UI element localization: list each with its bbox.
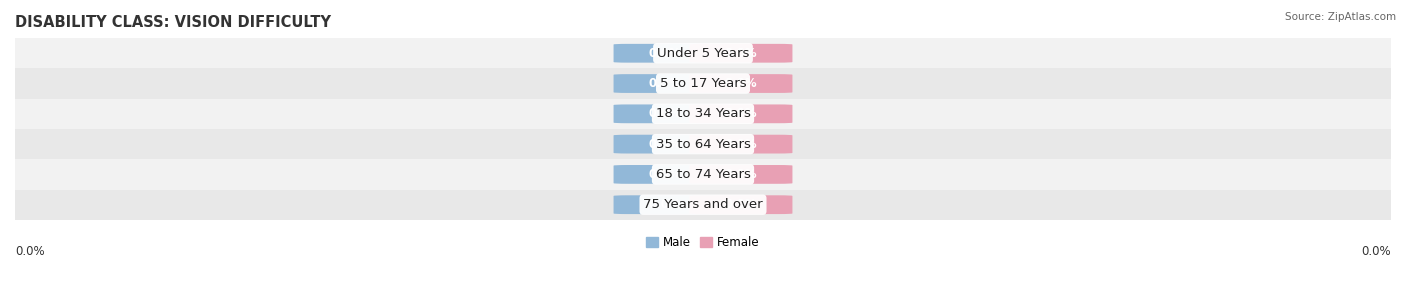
FancyBboxPatch shape bbox=[613, 195, 717, 214]
Bar bbox=[15, 189, 1391, 220]
Bar bbox=[15, 68, 1391, 99]
Text: 0.0%: 0.0% bbox=[1361, 245, 1391, 258]
FancyBboxPatch shape bbox=[689, 195, 793, 214]
FancyBboxPatch shape bbox=[613, 104, 717, 123]
Text: DISABILITY CLASS: VISION DIFFICULTY: DISABILITY CLASS: VISION DIFFICULTY bbox=[15, 15, 330, 30]
Text: 0.0%: 0.0% bbox=[648, 77, 682, 90]
FancyBboxPatch shape bbox=[689, 44, 793, 63]
Text: 0.0%: 0.0% bbox=[648, 47, 682, 60]
Text: 35 to 64 Years: 35 to 64 Years bbox=[655, 138, 751, 151]
Bar bbox=[15, 99, 1391, 129]
Text: 65 to 74 Years: 65 to 74 Years bbox=[655, 168, 751, 181]
Text: 18 to 34 Years: 18 to 34 Years bbox=[655, 107, 751, 120]
Text: Source: ZipAtlas.com: Source: ZipAtlas.com bbox=[1285, 12, 1396, 22]
Text: 0.0%: 0.0% bbox=[724, 168, 758, 181]
Text: 0.0%: 0.0% bbox=[724, 198, 758, 211]
Text: 0.0%: 0.0% bbox=[724, 138, 758, 151]
Text: 0.0%: 0.0% bbox=[648, 168, 682, 181]
FancyBboxPatch shape bbox=[613, 165, 717, 184]
FancyBboxPatch shape bbox=[613, 44, 717, 63]
Text: Under 5 Years: Under 5 Years bbox=[657, 47, 749, 60]
FancyBboxPatch shape bbox=[689, 135, 793, 153]
Text: 0.0%: 0.0% bbox=[15, 245, 45, 258]
Text: 75 Years and over: 75 Years and over bbox=[643, 198, 763, 211]
FancyBboxPatch shape bbox=[613, 135, 717, 153]
FancyBboxPatch shape bbox=[613, 74, 717, 93]
FancyBboxPatch shape bbox=[689, 74, 793, 93]
Text: 5 to 17 Years: 5 to 17 Years bbox=[659, 77, 747, 90]
Legend: Male, Female: Male, Female bbox=[641, 231, 765, 254]
Bar bbox=[15, 159, 1391, 189]
Bar bbox=[15, 38, 1391, 68]
Text: 0.0%: 0.0% bbox=[648, 107, 682, 120]
Bar bbox=[15, 129, 1391, 159]
FancyBboxPatch shape bbox=[689, 165, 793, 184]
Text: 0.0%: 0.0% bbox=[724, 77, 758, 90]
Text: 0.0%: 0.0% bbox=[648, 198, 682, 211]
Text: 0.0%: 0.0% bbox=[648, 138, 682, 151]
Text: 0.0%: 0.0% bbox=[724, 47, 758, 60]
FancyBboxPatch shape bbox=[689, 104, 793, 123]
Text: 0.0%: 0.0% bbox=[724, 107, 758, 120]
